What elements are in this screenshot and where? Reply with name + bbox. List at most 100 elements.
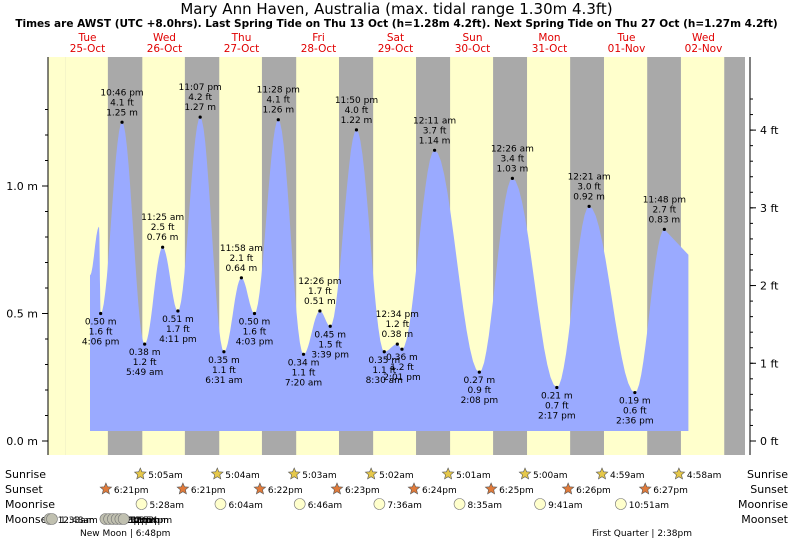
day-date-label: 30-Oct [455, 43, 491, 55]
sunset-icon [176, 482, 190, 495]
tide-extreme-point [301, 352, 306, 356]
tide-extreme-label: 0.64 m [226, 264, 258, 274]
y-tick-label-right: 0 ft [760, 435, 779, 448]
tide-extreme-point [99, 311, 103, 316]
tide-extreme-label: 2.5 ft [151, 223, 175, 233]
tide-extreme-point [222, 350, 226, 354]
tide-extreme-point [587, 204, 591, 208]
tide-extreme-label: 4:11 pm [159, 335, 197, 345]
day-name-label: Thu [231, 32, 252, 44]
tide-extreme-label: 4:03 pm [236, 338, 274, 348]
tide-extreme-label: 1.7 ft [166, 325, 190, 335]
tide-extreme-point [252, 311, 257, 316]
tide-extreme-label: 1.6 ft [243, 328, 267, 338]
moonset-time: 9:43pm [125, 516, 160, 526]
day-name-label: Sun [463, 32, 483, 44]
day-date-label: 26-Oct [147, 43, 183, 55]
tide-extreme-label: 2.7 ft [652, 205, 676, 215]
tide-extreme-label: 0.50 m [239, 318, 271, 328]
day-date-label: 31-Oct [532, 43, 568, 55]
tide-extreme-label: 7:20 am [285, 378, 322, 388]
tide-extreme-label: 6:31 am [205, 376, 242, 386]
tide-extreme-point [318, 309, 322, 313]
moonrise-time: 6:04am [228, 501, 262, 511]
moonrise-time: 6:46am [308, 501, 343, 511]
tide-extreme-point [400, 347, 404, 351]
chart-subtitle: Times are AWST (UTC +8.0hrs). Last Sprin… [15, 18, 778, 30]
tide-extreme-label: 2.1 ft [230, 254, 254, 264]
tide-extreme-label: 2:01 pm [383, 373, 421, 383]
tide-extreme-label: 0.6 ft [623, 407, 647, 417]
sunset-time: 6:21pm [191, 486, 226, 496]
tide-extreme-label: 1.03 m [497, 164, 529, 174]
tide-extreme-label: 1.5 ft [318, 340, 342, 350]
sunrise-icon [287, 467, 301, 480]
tide-extreme-label: 0.36 m [386, 353, 418, 363]
sunrise-time: 4:59am [610, 471, 645, 481]
y-tick-label-right: 4 ft [760, 124, 779, 137]
day-name-label: Tue [617, 32, 636, 44]
moonset-time: 12:48am [58, 516, 98, 526]
tide-extreme-label: 0.9 ft [467, 386, 491, 396]
moonrise-icon [534, 498, 546, 510]
y-tick-label-right: 1 ft [760, 357, 779, 370]
tide-extreme-point [432, 148, 437, 152]
tide-extreme-label: 3.4 ft [501, 154, 525, 164]
tide-extreme-label: 0.45 m [314, 330, 346, 340]
tide-extreme-label: 2:08 pm [461, 396, 499, 406]
moonrise-icon [214, 498, 227, 510]
sunset-icon [484, 482, 498, 495]
tide-extreme-label: 4.2 ft [188, 93, 212, 103]
tide-extreme-point [477, 370, 481, 374]
row-label-right: Moonset [741, 513, 788, 526]
tide-extreme-label: 0.38 m [381, 330, 413, 340]
sunrise-time: 5:01am [456, 471, 491, 481]
tide-extreme-label: 1.25 m [106, 108, 138, 118]
tide-extreme-point [198, 115, 202, 119]
tide-extreme-label: 0.83 m [649, 215, 681, 225]
sunrise-time: 5:04am [225, 471, 260, 481]
sunrise-icon [518, 467, 532, 480]
tide-extreme-point [143, 342, 147, 346]
day-date-label: 01-Nov [608, 43, 646, 55]
row-label-left: Sunrise [5, 468, 46, 481]
tide-extreme-label: 5:49 am [126, 368, 163, 378]
tide-extreme-label: 1.7 ft [308, 287, 332, 297]
tide-extreme-label: 0.35 m [208, 356, 240, 366]
sunset-time: 6:22pm [268, 486, 303, 496]
tide-extreme-point [382, 350, 386, 354]
tide-extreme-label: 11:28 pm [257, 86, 300, 96]
tide-extreme-label: 0.27 m [464, 376, 496, 386]
tide-extreme-point [276, 118, 280, 122]
tide-extreme-label: 11:48 pm [643, 195, 686, 205]
tide-extreme-label: 2:36 pm [616, 417, 654, 427]
day-name-label: Sat [387, 32, 404, 44]
sunrise-icon [364, 467, 378, 480]
tide-extreme-label: 12:21 am [568, 172, 611, 182]
tide-extreme-point [510, 176, 514, 180]
sunset-time: 6:23pm [345, 486, 380, 496]
tide-extreme-label: 0.76 m [147, 233, 179, 243]
moonrise-time: 10:51am [629, 501, 669, 511]
tide-area [90, 117, 689, 431]
tide-extreme-label: 0.92 m [573, 192, 605, 202]
day-name-label: Wed [692, 32, 715, 44]
tide-extreme-point [395, 342, 399, 346]
tide-extreme-point [161, 245, 165, 249]
tide-extreme-label: 1.27 m [184, 103, 216, 113]
moonset-time: 7:21pm [117, 516, 152, 526]
tide-extreme-point [354, 128, 359, 132]
tide-extreme-label: 0.38 m [129, 348, 161, 358]
y-tick-label-left: 0.5 m [6, 308, 38, 321]
tide-extreme-label: 11:07 pm [179, 83, 222, 93]
moonrise-time: 7:36am [387, 501, 422, 511]
daylight-band [48, 57, 66, 455]
day-date-label: 25-Oct [70, 43, 106, 55]
tide-extreme-label: 1.2 ft [133, 358, 157, 368]
sunrise-time: 5:00am [533, 471, 568, 481]
tide-extreme-point [662, 227, 666, 231]
moonset-time: 8:32pm [121, 516, 156, 526]
sunrise-icon [133, 467, 147, 480]
moonset-time: 6:13pm [113, 516, 148, 526]
